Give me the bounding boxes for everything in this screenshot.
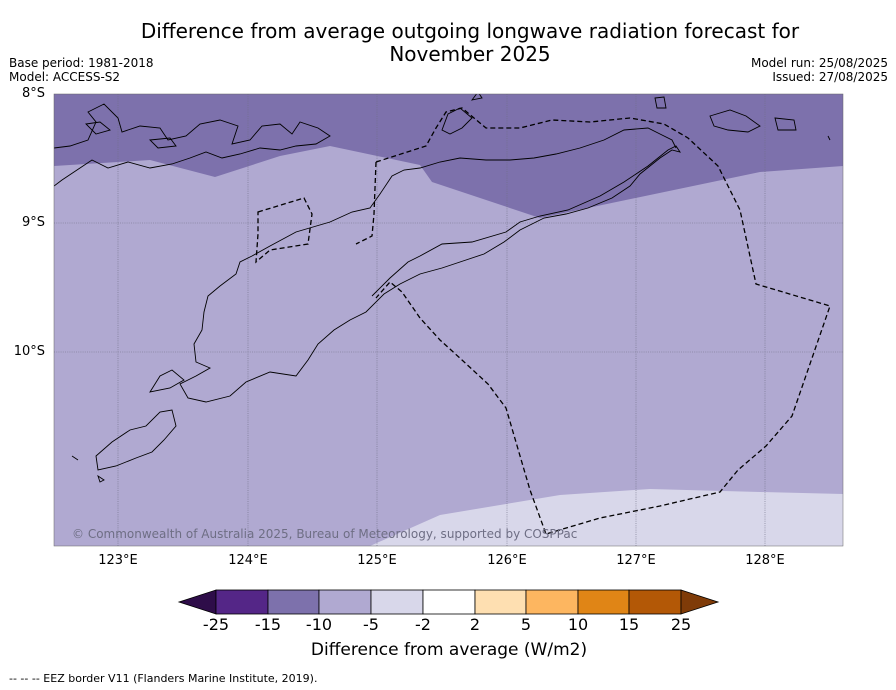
coastline [54, 94, 831, 483]
lon-label: 123°E [98, 553, 138, 568]
map-field: © Commonwealth of Australia 2025, Bureau… [54, 94, 843, 546]
lon-label: 124°E [228, 553, 268, 568]
colorbar-tick: -15 [254, 615, 282, 634]
field-band-minus10-minus15 [54, 94, 843, 218]
model-name: Model: ACCESS-S2 [9, 70, 121, 84]
colorbar-swatch-3 [318, 589, 372, 615]
lat-label: 8°S [21, 86, 45, 101]
eez-border [255, 107, 831, 535]
model-run: Model run: 25/08/2025 [750, 56, 888, 70]
colorbar-tick: -2 [415, 615, 431, 634]
copyright-credit: © Commonwealth of Australia 2025, Bureau… [72, 527, 577, 541]
colorbar-tick: -5 [363, 615, 379, 634]
colorbar [177, 589, 720, 615]
issued-date: Issued: 27/08/2025 [772, 70, 888, 84]
colorbar-swatch-5 [422, 589, 476, 615]
colorbar-tick: 15 [618, 615, 640, 634]
lat-label: 9°S [21, 215, 45, 230]
colorbar-swatch-4 [370, 589, 424, 615]
base-period: Base period: 1981-2018 [9, 56, 154, 70]
field-band-minus2-minus5 [370, 489, 843, 546]
chart-title: Difference from average outgoing longwav… [140, 19, 800, 66]
lon-label: 127°E [616, 553, 656, 568]
colorbar-arrow-low [177, 589, 217, 615]
colorbar-swatch-6 [474, 589, 527, 615]
lon-label: 126°E [487, 553, 527, 568]
footnote: -- -- -- EEZ border V11 (Flanders Marine… [9, 672, 318, 685]
colorbar-swatch-2 [267, 589, 320, 615]
map-frame [53, 93, 844, 547]
colorbar-tick: -10 [305, 615, 333, 634]
meta-right: Model run: 25/08/2025 Issued: 27/08/2025 [751, 56, 888, 84]
colorbar-swatch-1 [215, 589, 269, 615]
meta-left: Base period: 1981-2018 Model: ACCESS-S2 [9, 56, 154, 84]
colorbar-swatch-7 [525, 589, 579, 615]
colorbar-tick: 2 [469, 615, 481, 634]
colorbar-label: Difference from average (W/m2) [310, 640, 588, 660]
colorbar-swatch-8 [577, 589, 630, 615]
lon-label: 125°E [357, 553, 397, 568]
colorbar-swatch-9 [628, 589, 682, 615]
colorbar-tick: 5 [520, 615, 532, 634]
colorbar-tick: -25 [202, 615, 230, 634]
lat-label: 10°S [13, 344, 45, 359]
colorbar-tick: 10 [567, 615, 589, 634]
graticule [54, 94, 843, 546]
colorbar-tick: 25 [670, 615, 692, 634]
colorbar-arrow-high [680, 589, 720, 615]
lon-label: 128°E [745, 553, 785, 568]
